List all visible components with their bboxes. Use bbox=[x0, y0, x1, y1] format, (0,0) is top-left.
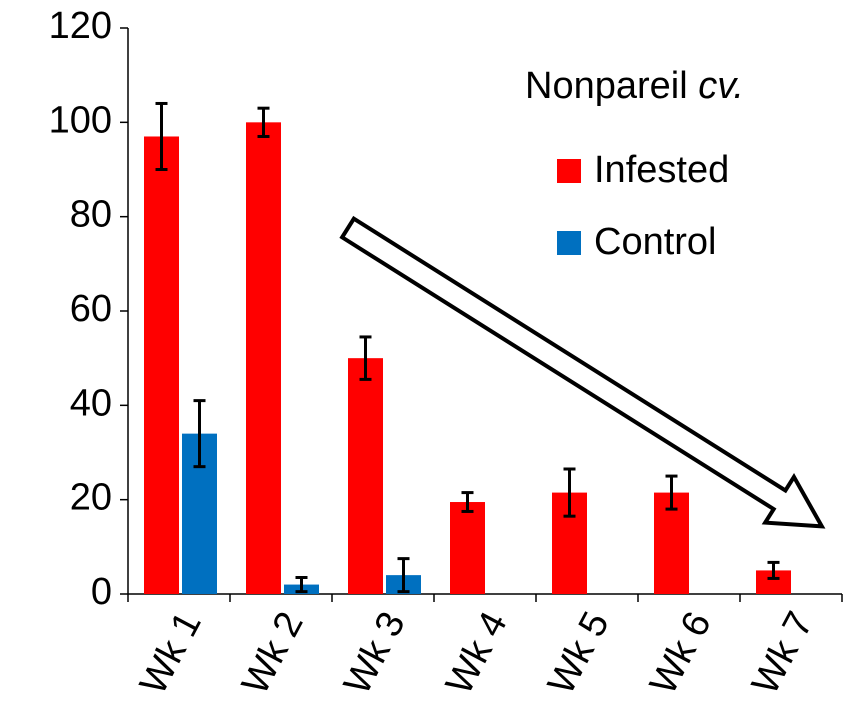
y-tick-label: 20 bbox=[70, 477, 112, 519]
y-tick-label: 100 bbox=[49, 99, 112, 141]
y-tick-label: 60 bbox=[70, 288, 112, 330]
trend-arrow bbox=[339, 215, 826, 529]
bar bbox=[756, 570, 791, 594]
bar bbox=[348, 358, 383, 594]
bar bbox=[246, 122, 281, 594]
bar bbox=[450, 502, 485, 594]
y-tick-label: 40 bbox=[70, 382, 112, 424]
y-tick-label: 120 bbox=[49, 5, 112, 47]
legend-label: Infested bbox=[594, 149, 729, 191]
legend-label: Control bbox=[594, 221, 717, 263]
bar bbox=[144, 136, 179, 594]
legend-swatch bbox=[557, 159, 581, 183]
legend-title-text: Nonpareil bbox=[525, 65, 688, 107]
legend-title: Nonpareil cv. bbox=[525, 65, 744, 107]
y-tick-label: 80 bbox=[70, 194, 112, 236]
legend-title-italic: cv. bbox=[698, 65, 744, 107]
y-tick-label: 0 bbox=[91, 571, 112, 613]
legend-swatch bbox=[557, 231, 581, 255]
